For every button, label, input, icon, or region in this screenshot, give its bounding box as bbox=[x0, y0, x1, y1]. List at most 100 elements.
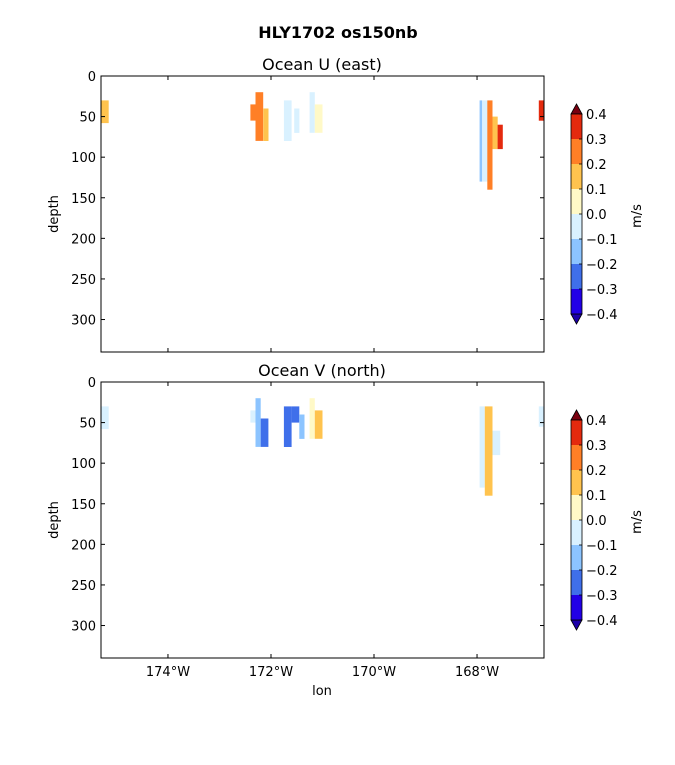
y-tick-label-1-0: 0 bbox=[88, 376, 96, 391]
colorbar-swatch-0-3 bbox=[571, 189, 582, 214]
y-tick-label-1-4: 200 bbox=[71, 538, 96, 553]
colorbar-tick-label-0-3: −0.1 bbox=[586, 233, 618, 248]
contour-cell-0-6 bbox=[309, 92, 315, 133]
y-tick-label-0-3: 150 bbox=[71, 192, 96, 207]
colorbar-tick-label-0-5: 0.1 bbox=[586, 183, 607, 198]
y-tick-label-0-6: 300 bbox=[71, 314, 96, 329]
colorbar-swatch-1-2 bbox=[571, 470, 582, 495]
colorbar-tick-label-0-0: −0.4 bbox=[586, 308, 618, 323]
contour-cell-1-10 bbox=[484, 406, 493, 496]
contour-cell-1-3 bbox=[260, 418, 269, 447]
contour-cell-1-12 bbox=[538, 406, 544, 427]
x-tick-label-3: 168°W bbox=[455, 665, 499, 680]
contour-cell-1-8 bbox=[314, 410, 323, 439]
contour-cell-0-4 bbox=[283, 100, 292, 141]
colorbar-tick-label-1-3: −0.1 bbox=[586, 539, 618, 554]
y-tick-label-1-6: 300 bbox=[71, 620, 96, 635]
y-tick-label-1-3: 150 bbox=[71, 498, 96, 513]
contour-cell-0-3 bbox=[263, 108, 269, 141]
contour-cell-0-0 bbox=[101, 100, 109, 124]
plot-frame-u bbox=[100, 75, 545, 353]
colorbar-swatch-1-1 bbox=[571, 445, 582, 470]
contour-fills-v bbox=[101, 398, 544, 496]
contour-cell-0-12 bbox=[497, 124, 503, 150]
contour-cell-0-7 bbox=[314, 104, 323, 133]
colorbar-tick-label-1-4: 0.0 bbox=[586, 514, 607, 529]
colorbar-swatch-0-7 bbox=[571, 289, 582, 314]
colorbar-tick-label-1-1: −0.3 bbox=[586, 589, 618, 604]
contour-cell-0-11 bbox=[492, 116, 498, 150]
colorbar-swatch-0-4 bbox=[571, 214, 582, 239]
contour-cell-1-6 bbox=[299, 414, 305, 439]
colorbar-under-arrow-0 bbox=[570, 313, 583, 325]
y-tick-label-0-1: 50 bbox=[79, 111, 96, 126]
contour-fills-u bbox=[101, 92, 544, 190]
contour-cell-1-1 bbox=[250, 410, 256, 423]
contour-cell-0-1 bbox=[250, 104, 256, 121]
colorbar-swatch-0-2 bbox=[571, 164, 582, 189]
x-tick-label-0: 174°W bbox=[146, 665, 190, 680]
colorbar-tick-label-1-2: −0.2 bbox=[586, 564, 618, 579]
colorbar-swatch-0-6 bbox=[571, 264, 582, 289]
plot-frame-v bbox=[100, 381, 545, 659]
y-axis-label-v: depth bbox=[47, 501, 62, 539]
colorbar-swatch-1-4 bbox=[571, 520, 582, 545]
colorbar-tick-label-0-7: 0.3 bbox=[586, 133, 607, 148]
colorbar-tick-label-1-6: 0.2 bbox=[586, 464, 607, 479]
colorbar-swatch-1-5 bbox=[571, 545, 582, 570]
colorbar-tick-label-0-1: −0.3 bbox=[586, 283, 618, 298]
x-tick-label-1: 172°W bbox=[249, 665, 293, 680]
figure-title: HLY1702 os150nb bbox=[258, 23, 418, 42]
y-tick-label-1-2: 100 bbox=[71, 457, 96, 472]
colorbar-label-v: m/s bbox=[630, 510, 645, 534]
contour-cell-1-2 bbox=[255, 398, 261, 447]
contour-cell-0-9 bbox=[482, 100, 488, 182]
colorbar-swatch-0-5 bbox=[571, 239, 582, 264]
colorbar-tick-label-1-7: 0.3 bbox=[586, 439, 607, 454]
y-tick-label-0-0: 0 bbox=[88, 70, 96, 85]
colorbar-swatch-0-0 bbox=[571, 114, 582, 139]
colorbar-tick-label-0-4: 0.0 bbox=[586, 208, 607, 223]
panel-ocean-u: Ocean U (east) depth 0 50 100 150 200 250 300 bbox=[47, 55, 545, 353]
panel-title-v: Ocean V (north) bbox=[258, 361, 386, 380]
colorbar-tick-label-1-5: 0.1 bbox=[586, 489, 607, 504]
colorbar-swatch-0-1 bbox=[571, 139, 582, 164]
colorbar-tick-label-0-2: −0.2 bbox=[586, 258, 618, 273]
contour-cell-1-9 bbox=[479, 406, 485, 488]
colorbar-tick-label-0-8: 0.4 bbox=[586, 108, 607, 123]
contour-cell-1-11 bbox=[492, 430, 501, 456]
colorbar-tick-label-1-8: 0.4 bbox=[586, 414, 607, 429]
panel-ocean-v: Ocean V (north) depth lon 0 50 100 150 200 25… bbox=[47, 361, 545, 699]
y-tick-label-0-4: 200 bbox=[71, 232, 96, 247]
colorbar-swatch-1-3 bbox=[571, 495, 582, 520]
contour-cell-1-0 bbox=[101, 406, 109, 430]
colorbar-over-arrow-0 bbox=[570, 103, 583, 115]
y-tick-label-0-5: 250 bbox=[71, 273, 96, 288]
colorbar-swatch-1-0 bbox=[571, 420, 582, 445]
contour-cell-0-5 bbox=[294, 108, 300, 133]
contour-cell-1-4 bbox=[283, 406, 292, 447]
y-tick-label-1-5: 250 bbox=[71, 579, 96, 594]
y-axis-label-u: depth bbox=[47, 195, 62, 233]
axis-ticks-u: 0 50 100 150 200 250 300 bbox=[71, 70, 544, 352]
axis-ticks-v: 0 50 100 150 200 250 300 174°W 172°W 170°W 168°W bbox=[71, 376, 544, 680]
colorbar-v: m/s −0.4 −0.3 −0.2 −0.1 0.0 0.1 0.2 0.3 0.4 bbox=[570, 409, 645, 631]
contour-cell-0-10 bbox=[487, 100, 493, 190]
x-tick-label-2: 170°W bbox=[352, 665, 396, 680]
panel-title-u: Ocean U (east) bbox=[262, 55, 382, 74]
colorbar-swatch-1-6 bbox=[571, 570, 582, 595]
contour-cell-0-8 bbox=[479, 100, 483, 182]
colorbar-u: m/s −0.4 −0.3 −0.2 −0.1 0.0 0.1 0.2 0.3 0.4 bbox=[570, 103, 645, 325]
contour-cell-0-13 bbox=[538, 100, 544, 121]
contour-cell-1-5 bbox=[291, 406, 300, 423]
colorbar-under-arrow-1 bbox=[570, 619, 583, 631]
colorbar-tick-label-1-0: −0.4 bbox=[586, 614, 618, 629]
colorbar-tick-label-0-6: 0.2 bbox=[586, 158, 607, 173]
colorbar-label-u: m/s bbox=[630, 204, 645, 228]
contour-cell-0-2 bbox=[255, 92, 264, 141]
colorbar-swatch-1-7 bbox=[571, 595, 582, 620]
y-tick-label-1-1: 50 bbox=[79, 417, 96, 432]
colorbar-over-arrow-1 bbox=[570, 409, 583, 421]
x-axis-label: lon bbox=[312, 684, 332, 699]
